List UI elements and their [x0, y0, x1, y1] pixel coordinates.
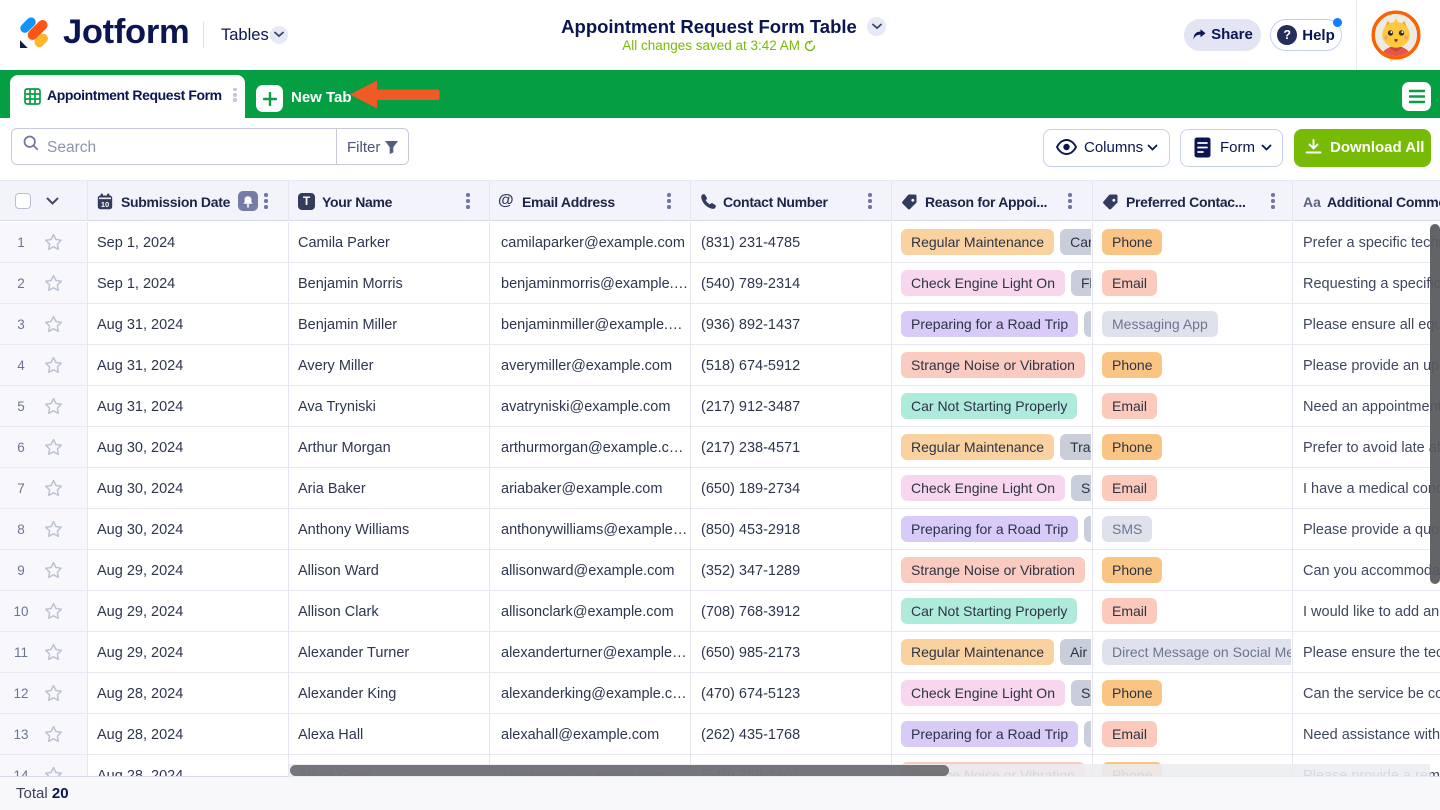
svg-text:10: 10: [101, 200, 109, 209]
